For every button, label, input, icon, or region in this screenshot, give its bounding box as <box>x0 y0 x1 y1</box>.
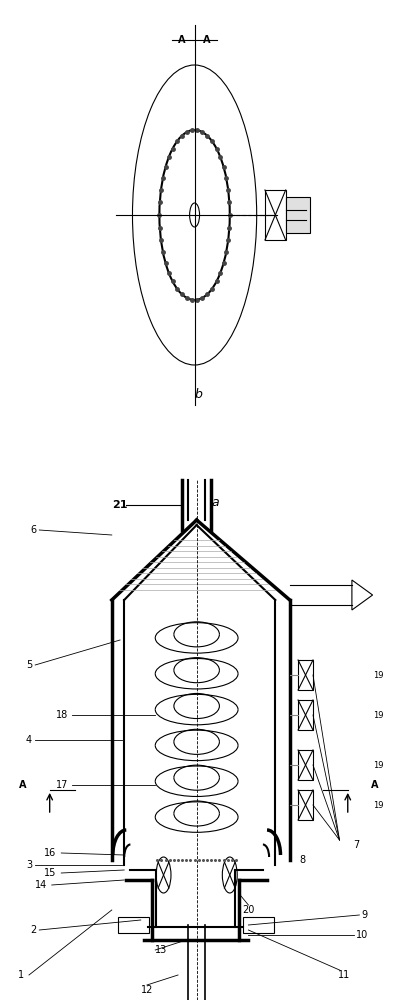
Text: 17: 17 <box>56 780 68 790</box>
Text: 4: 4 <box>26 735 32 745</box>
Text: 18: 18 <box>56 710 68 720</box>
Bar <box>264 190 285 240</box>
Bar <box>118 917 149 933</box>
Text: 19: 19 <box>372 760 382 770</box>
Text: A: A <box>370 780 377 790</box>
Text: 16: 16 <box>43 848 56 858</box>
Text: 15: 15 <box>43 868 56 878</box>
Bar <box>285 197 310 233</box>
Circle shape <box>156 857 171 893</box>
Circle shape <box>189 203 199 227</box>
Text: 21: 21 <box>112 500 128 510</box>
Circle shape <box>222 857 237 893</box>
Text: 5: 5 <box>26 660 32 670</box>
Bar <box>297 660 312 690</box>
Text: b: b <box>194 388 202 401</box>
Text: A: A <box>178 35 185 45</box>
Text: 19: 19 <box>372 670 382 680</box>
Text: 10: 10 <box>355 930 368 940</box>
Text: A: A <box>19 780 27 790</box>
Text: 3: 3 <box>26 860 32 870</box>
Text: 1: 1 <box>18 970 24 980</box>
Bar <box>297 750 312 780</box>
Bar <box>297 790 312 820</box>
Text: A: A <box>203 35 210 45</box>
Text: 7: 7 <box>352 840 358 850</box>
Circle shape <box>159 130 229 300</box>
Text: 9: 9 <box>361 910 366 920</box>
Text: 12: 12 <box>140 985 153 995</box>
Text: 6: 6 <box>30 525 36 535</box>
Text: 8: 8 <box>299 855 304 865</box>
Text: 2: 2 <box>30 925 36 935</box>
Bar <box>297 700 312 730</box>
Bar <box>243 917 274 933</box>
Circle shape <box>132 65 256 365</box>
Text: a: a <box>211 496 218 510</box>
Text: 13: 13 <box>155 945 167 955</box>
Text: 14: 14 <box>35 880 47 890</box>
Polygon shape <box>351 580 372 610</box>
Text: 11: 11 <box>337 970 349 980</box>
Text: 19: 19 <box>372 800 382 810</box>
Text: 19: 19 <box>372 710 382 720</box>
Text: 20: 20 <box>242 905 254 915</box>
